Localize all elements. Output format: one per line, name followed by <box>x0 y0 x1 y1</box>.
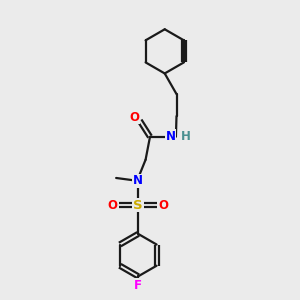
Text: N: N <box>166 130 176 143</box>
Text: S: S <box>134 199 143 212</box>
Text: O: O <box>129 110 140 124</box>
Text: H: H <box>180 130 190 143</box>
Text: N: N <box>133 174 143 188</box>
Text: O: O <box>159 199 169 212</box>
Text: O: O <box>108 199 118 212</box>
Text: F: F <box>134 279 142 292</box>
